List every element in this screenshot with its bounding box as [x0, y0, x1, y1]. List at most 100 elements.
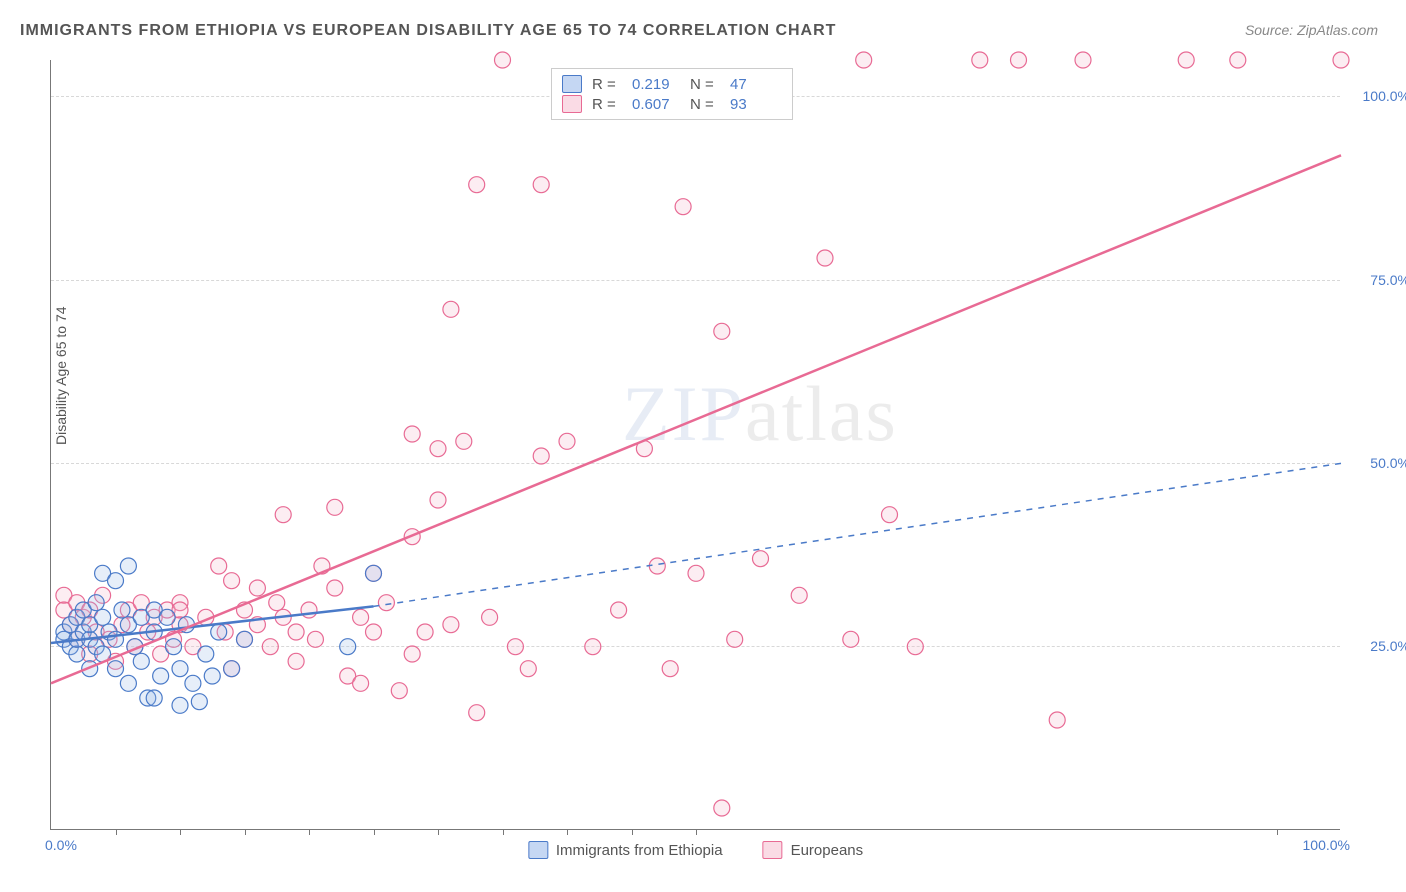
- point-europeans: [507, 639, 523, 655]
- point-europeans: [753, 551, 769, 567]
- point-ethiopia: [153, 668, 169, 684]
- point-ethiopia: [88, 595, 104, 611]
- point-europeans: [353, 675, 369, 691]
- point-europeans: [533, 448, 549, 464]
- point-europeans: [404, 426, 420, 442]
- point-europeans: [1075, 52, 1091, 68]
- r-label: R =: [592, 96, 622, 113]
- point-europeans: [817, 250, 833, 266]
- point-europeans: [307, 631, 323, 647]
- point-europeans: [469, 177, 485, 193]
- point-europeans: [327, 580, 343, 596]
- point-europeans: [469, 705, 485, 721]
- point-ethiopia: [172, 697, 188, 713]
- point-europeans: [262, 639, 278, 655]
- point-europeans: [791, 587, 807, 603]
- xtick-100: 100.0%: [1303, 837, 1350, 853]
- n-label: N =: [690, 96, 720, 113]
- x-minor-tick: [374, 829, 375, 835]
- point-europeans: [495, 52, 511, 68]
- point-europeans: [533, 177, 549, 193]
- point-ethiopia: [185, 675, 201, 691]
- point-ethiopia: [114, 602, 130, 618]
- chart-title: IMMIGRANTS FROM ETHIOPIA VS EUROPEAN DIS…: [20, 22, 836, 40]
- point-europeans: [520, 661, 536, 677]
- swatch-europeans: [562, 95, 582, 113]
- point-ethiopia: [120, 558, 136, 574]
- trend-extrapolated-ethiopia: [374, 463, 1342, 606]
- x-minor-tick: [632, 829, 633, 835]
- point-ethiopia: [95, 609, 111, 625]
- ytick-50: 50.0%: [1370, 455, 1406, 471]
- point-europeans: [907, 639, 923, 655]
- point-ethiopia: [237, 631, 253, 647]
- legend-row-ethiopia: R = 0.219 N = 47: [562, 75, 778, 93]
- r-value-ethiopia: 0.219: [632, 76, 680, 93]
- n-value-europeans: 93: [730, 96, 778, 113]
- swatch-ethiopia: [562, 75, 582, 93]
- point-europeans: [856, 52, 872, 68]
- x-minor-tick: [438, 829, 439, 835]
- x-minor-tick: [1277, 829, 1278, 835]
- point-ethiopia: [69, 646, 85, 662]
- x-minor-tick: [696, 829, 697, 835]
- point-europeans: [443, 301, 459, 317]
- x-minor-tick: [309, 829, 310, 835]
- legend-item-europeans: Europeans: [763, 841, 864, 859]
- point-europeans: [585, 639, 601, 655]
- point-europeans: [353, 609, 369, 625]
- point-europeans: [662, 661, 678, 677]
- xtick-0: 0.0%: [45, 837, 77, 853]
- point-ethiopia: [191, 694, 207, 710]
- n-value-ethiopia: 47: [730, 76, 778, 93]
- point-ethiopia: [108, 573, 124, 589]
- ytick-75: 75.0%: [1370, 272, 1406, 288]
- x-minor-tick: [180, 829, 181, 835]
- source-attribution: Source: ZipAtlas.com: [1245, 22, 1378, 38]
- point-ethiopia: [198, 646, 214, 662]
- point-europeans: [972, 52, 988, 68]
- point-ethiopia: [340, 639, 356, 655]
- point-ethiopia: [211, 624, 227, 640]
- point-ethiopia: [133, 653, 149, 669]
- point-europeans: [1178, 52, 1194, 68]
- point-ethiopia: [108, 661, 124, 677]
- point-europeans: [430, 441, 446, 457]
- n-label: N =: [690, 76, 720, 93]
- point-europeans: [1333, 52, 1349, 68]
- r-value-europeans: 0.607: [632, 96, 680, 113]
- point-ethiopia: [120, 675, 136, 691]
- point-ethiopia: [204, 668, 220, 684]
- point-europeans: [275, 507, 291, 523]
- point-ethiopia: [166, 639, 182, 655]
- legend-row-europeans: R = 0.607 N = 93: [562, 95, 778, 113]
- series-legend: Immigrants from Ethiopia Europeans: [528, 841, 863, 859]
- chart-svg: [51, 60, 1340, 829]
- point-europeans: [649, 558, 665, 574]
- point-ethiopia: [172, 661, 188, 677]
- point-europeans: [288, 624, 304, 640]
- point-europeans: [675, 199, 691, 215]
- point-europeans: [378, 595, 394, 611]
- point-europeans: [1011, 52, 1027, 68]
- point-europeans: [249, 580, 265, 596]
- point-europeans: [366, 624, 382, 640]
- point-europeans: [391, 683, 407, 699]
- point-europeans: [688, 565, 704, 581]
- point-europeans: [301, 602, 317, 618]
- point-europeans: [611, 602, 627, 618]
- point-europeans: [1230, 52, 1246, 68]
- point-europeans: [327, 499, 343, 515]
- point-europeans: [211, 558, 227, 574]
- point-europeans: [714, 323, 730, 339]
- ytick-25: 25.0%: [1370, 638, 1406, 654]
- trend-europeans: [51, 155, 1341, 683]
- point-europeans: [456, 433, 472, 449]
- point-europeans: [1049, 712, 1065, 728]
- swatch-europeans: [763, 841, 783, 859]
- point-europeans: [430, 492, 446, 508]
- point-europeans: [404, 646, 420, 662]
- series-label-europeans: Europeans: [791, 842, 864, 859]
- point-ethiopia: [108, 631, 124, 647]
- point-europeans: [727, 631, 743, 647]
